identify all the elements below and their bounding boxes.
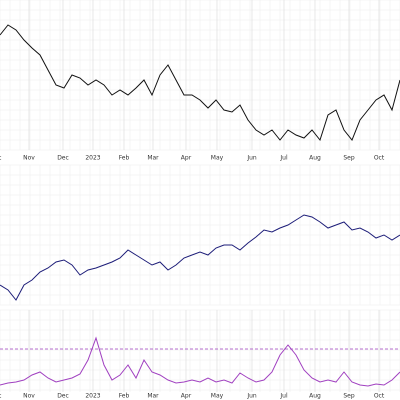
x-tick-label: Nov xyxy=(23,393,35,400)
x-tick-label: Feb xyxy=(119,155,130,162)
x-tick-label: Apr xyxy=(181,393,192,400)
x-tick-label: Sep xyxy=(343,155,355,162)
x-tick-label: Mar xyxy=(147,393,159,400)
x-tick-label: 2023 xyxy=(85,155,100,162)
x-tick-label: Jul xyxy=(279,155,288,162)
x-tick-label: Oct xyxy=(374,393,385,400)
x-tick-label: Sep xyxy=(343,393,355,400)
series-line xyxy=(0,24,400,142)
x-tick-label: Jun xyxy=(246,393,257,400)
x-tick-label: Apr xyxy=(181,155,192,162)
x-tick-label: Aug xyxy=(309,393,321,400)
x-tick-label: Mar xyxy=(147,155,159,162)
x-tick-label: May xyxy=(211,155,224,162)
x-tick-label: Dec xyxy=(57,155,69,162)
x-tick-label: Feb xyxy=(119,393,130,400)
x-tick-label: Aug xyxy=(309,155,321,162)
x-tick-label: Jul xyxy=(279,393,288,400)
x-tick-label: Oct xyxy=(374,155,385,162)
x-tick-label: 2023 xyxy=(85,393,100,400)
x-tick-label: Oct xyxy=(0,393,2,400)
x-tick-label: Oct xyxy=(0,155,2,162)
series-line xyxy=(0,336,400,387)
x-tick-label: May xyxy=(211,393,224,400)
series-line xyxy=(0,214,400,301)
x-tick-label: Jun xyxy=(246,155,257,162)
x-tick-label: Dec xyxy=(57,393,69,400)
x-tick-label: Nov xyxy=(23,155,35,162)
